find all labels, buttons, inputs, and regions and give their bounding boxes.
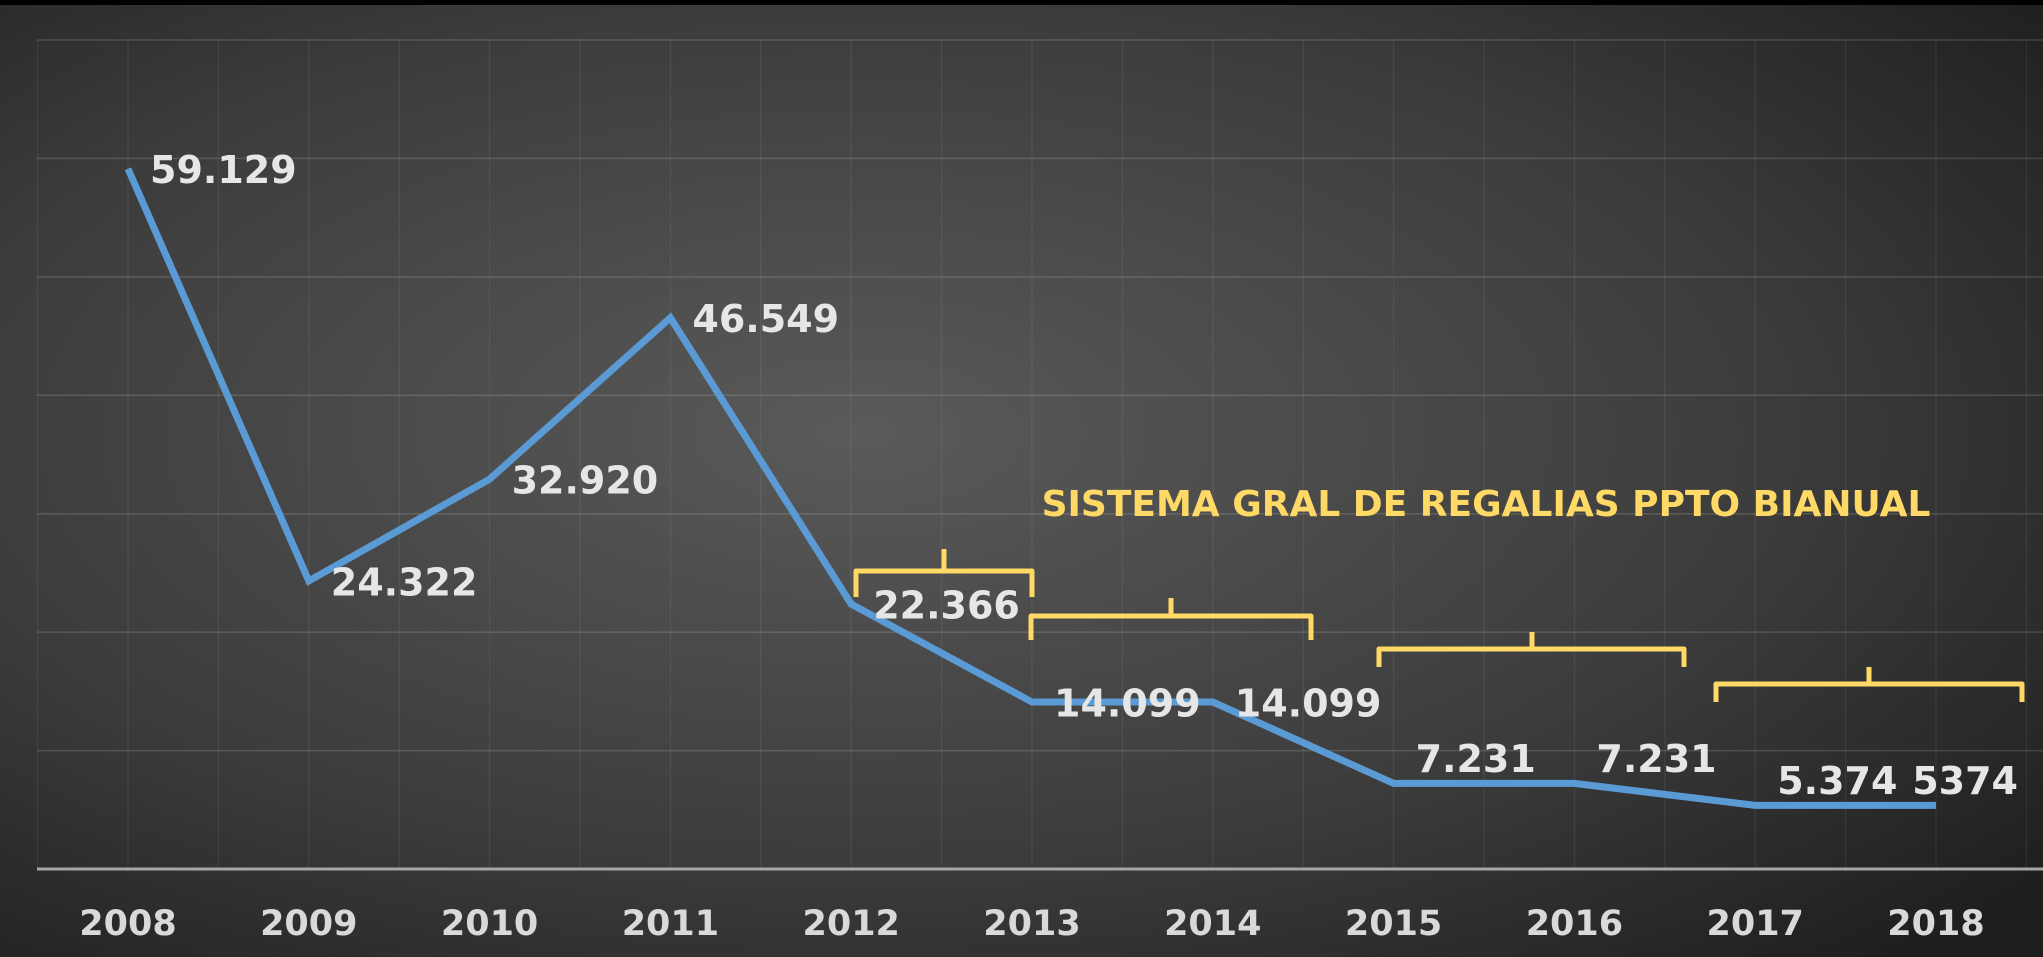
data-label: 5.374 [1777,759,1897,803]
x-tick-label: 2012 [802,904,899,944]
x-tick-label: 2015 [1345,904,1442,944]
x-tick-label: 2009 [260,904,357,944]
x-tick-label: 2010 [441,904,538,944]
x-tick-label: 2013 [983,904,1080,944]
data-label: 7.231 [1416,737,1536,781]
x-tick-label: 2014 [1164,904,1261,944]
data-label: 14.099 [1054,682,1201,726]
x-tick-label: 2017 [1706,904,1803,944]
data-label: 14.099 [1235,682,1382,726]
page: {"chart_data": {"type": "line", "annotat… [0,0,2043,957]
x-tick-label: 2018 [1887,904,1984,944]
data-label: 32.920 [512,459,659,503]
data-label: 59.129 [150,148,297,192]
x-tick-label: 2008 [79,904,176,944]
chart-background [0,5,2043,957]
x-tick-label: 2011 [622,904,719,944]
data-label: 5374 [1912,759,2018,803]
chart: SISTEMA GRAL DE REGALIAS PPTO BIANUAL 20… [0,0,2043,957]
data-label: 24.322 [331,560,478,604]
data-label: 7.231 [1596,737,1716,781]
data-label: 46.549 [692,297,839,341]
annotation: SISTEMA GRAL DE REGALIAS PPTO BIANUAL [1042,484,1931,525]
data-label: 22.366 [873,584,1020,628]
x-tick-label: 2016 [1526,904,1623,944]
